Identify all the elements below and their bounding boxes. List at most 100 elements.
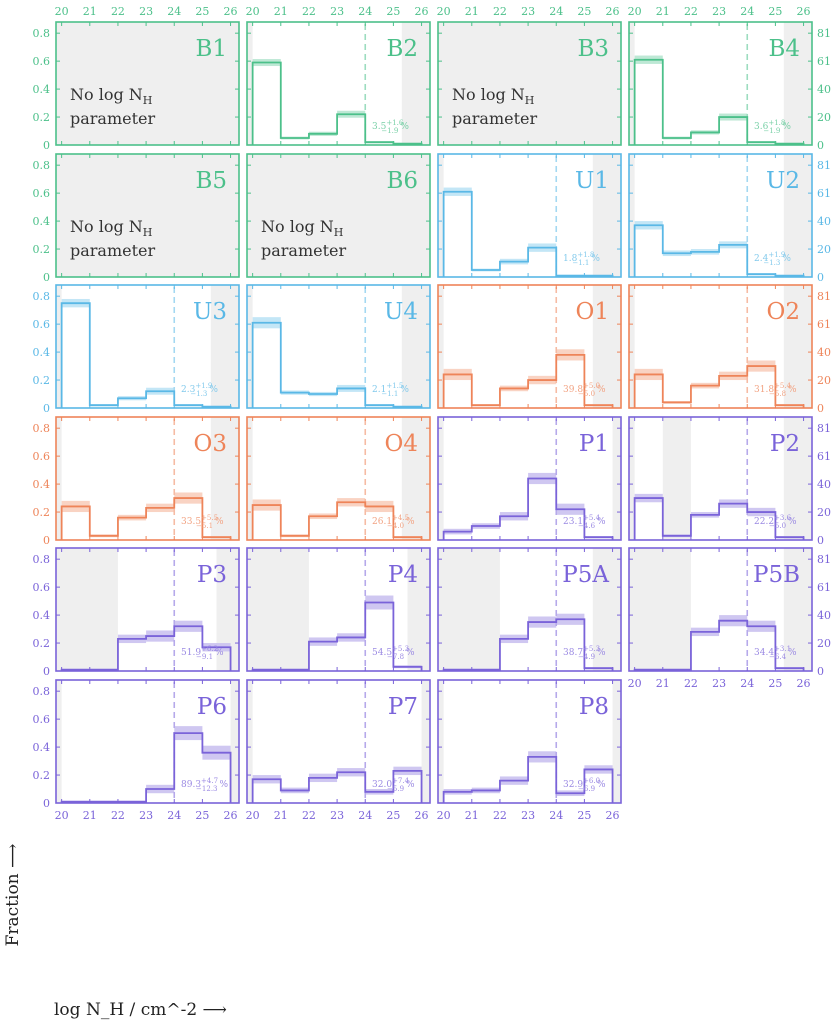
left-y-tick-label: 0.4 (33, 346, 51, 359)
percentage-upper: +4.7 (201, 777, 218, 785)
percentage-upper: +1.9 (195, 382, 212, 390)
left-y-tick-label: 0.6 (33, 318, 51, 331)
bottom-x-tick-label: 23 (712, 677, 726, 690)
panels-layer: No log NH parameter B1 3.5+1.6 −1.9 % B2 No log… (55, 21, 813, 804)
top-x-tick-label: 21 (274, 5, 288, 18)
right-y-tick-label: 20 (817, 506, 831, 519)
panel-label: O4 (385, 431, 419, 457)
right-y-tick-label: 40 (817, 215, 831, 228)
left-y-tick-label: 0 (43, 271, 50, 284)
percentage-unit: % (215, 517, 224, 527)
bottom-x-tick-label: 25 (768, 677, 782, 690)
left-y-tick-label: 0.6 (33, 581, 51, 594)
panel-frame (246, 153, 431, 278)
x-axis-label: log N_H / cm^-2 ⟶ (54, 1000, 227, 1020)
panel-u4: 2.1+1.5 −1.1 % U4 (246, 284, 431, 409)
shaded-region (438, 417, 444, 540)
right-y-tick-label: 81 (817, 422, 831, 435)
top-x-tick-label: 26 (606, 5, 620, 18)
bottom-x-tick-label: 24 (167, 809, 181, 822)
left-y-tick-label: 0.4 (33, 741, 51, 754)
percentage-lower: −5.8 (769, 390, 786, 398)
shaded-region (783, 22, 812, 145)
top-x-tick-label: 24 (167, 5, 181, 18)
panel-label: B2 (386, 36, 418, 62)
axes-layer: 0 0.2 0.4 0.6 0.8 20 21 22 23 24 25 26 20 21 22 23 24 25 2… (33, 5, 832, 822)
bottom-x-tick-label: 23 (521, 809, 535, 822)
top-x-tick-label: 23 (521, 5, 535, 18)
left-y-tick-label: 0.8 (33, 290, 51, 303)
panel-frame (55, 153, 240, 278)
left-y-tick-label: 0.8 (33, 553, 51, 566)
panel-frame (628, 21, 813, 146)
histogram-step (60, 732, 232, 803)
panel-p7: 32.0+7.4 −5.9 %P7 (246, 679, 431, 804)
shaded-region (56, 22, 239, 145)
percentage-upper: +3.1 (774, 645, 791, 653)
panel-p5b: 34.4+3.1 −6.4 %P5B (628, 547, 813, 672)
top-x-tick-label: 22 (684, 5, 698, 18)
right-y-tick-label: 0 (817, 665, 824, 678)
panel-o2: 31.8+5.4 −5.8 %O2 (628, 284, 813, 409)
panel-frame (246, 416, 431, 541)
shaded-region (612, 417, 621, 540)
percentage-upper: +5.4 (774, 382, 792, 390)
percentage-lower: −1.3 (763, 259, 780, 267)
right-y-tick-label: 61 (817, 450, 831, 463)
percentage-unit: % (597, 517, 606, 527)
bottom-x-tick-label: 21 (83, 809, 97, 822)
top-x-tick-label: 25 (768, 5, 782, 18)
shaded-region (629, 285, 635, 408)
histogram-step (251, 501, 423, 540)
percentage-lower: −5.1 (196, 522, 213, 530)
right-y-tick-label: 40 (817, 609, 831, 622)
percentage-unit: % (406, 517, 415, 527)
bottom-x-tick-label: 24 (549, 809, 563, 822)
percentage-unit: % (400, 385, 409, 395)
panel-u3: 2.3+1.9 −1.3 % U3 (55, 284, 240, 409)
no-log-nh-text: No log NH (452, 85, 534, 107)
left-y-tick-label: 0 (43, 402, 50, 415)
shaded-region (401, 22, 430, 145)
shaded-region (56, 548, 118, 671)
right-y-tick-label: 0 (817, 139, 824, 152)
no-log-parameter-text: parameter (70, 241, 156, 260)
top-x-tick-label: 23 (712, 5, 726, 18)
percentage-lower: −5.9 (387, 785, 404, 793)
right-y-tick-label: 81 (817, 290, 831, 303)
percentage-upper: +1.9 (768, 251, 785, 259)
panel-label: U3 (193, 299, 227, 325)
percentage-label: 2.4+1.9 −1.3% (754, 251, 791, 267)
histogram-step (251, 769, 423, 803)
bottom-x-tick-label: 23 (330, 809, 344, 822)
percentage-lower: −1.1 (381, 390, 398, 398)
percentage-lower: −4.6 (578, 522, 596, 530)
histogram-step (633, 365, 805, 408)
percentage-unit: % (782, 122, 791, 132)
panel-o4: 26.1+4.5 −4.0 %O4 (246, 416, 431, 541)
shaded-region (592, 285, 621, 408)
percentage-upper: +4.5 (392, 514, 409, 522)
right-y-tick-label: 40 (817, 478, 831, 491)
percentage-unit: % (782, 254, 791, 264)
bottom-x-tick-label: 25 (195, 809, 209, 822)
panel-label: P6 (197, 694, 227, 720)
panel-p2: 22.2+3.6 −5.0 %P2 (628, 416, 813, 541)
shaded-region (247, 548, 309, 671)
top-x-tick-label: 26 (797, 5, 811, 18)
left-y-tick-label: 0.6 (33, 55, 51, 68)
left-y-tick-label: 0.2 (33, 243, 51, 256)
percentage-unit: % (788, 648, 797, 658)
percentage-unit: % (591, 254, 600, 264)
percentage-lower: −12.3 (196, 785, 217, 793)
bottom-x-tick-label: 22 (684, 677, 698, 690)
percentage-unit: % (220, 780, 229, 790)
percentage-unit: % (597, 780, 606, 790)
left-y-tick-label: 0.8 (33, 422, 51, 435)
percentage-lower: −4.0 (387, 522, 404, 530)
percentage-lower: −6.9 (578, 785, 595, 793)
percentage-upper: +7.4 (392, 777, 410, 785)
shaded-region (592, 548, 621, 671)
panel-frame (437, 153, 622, 278)
